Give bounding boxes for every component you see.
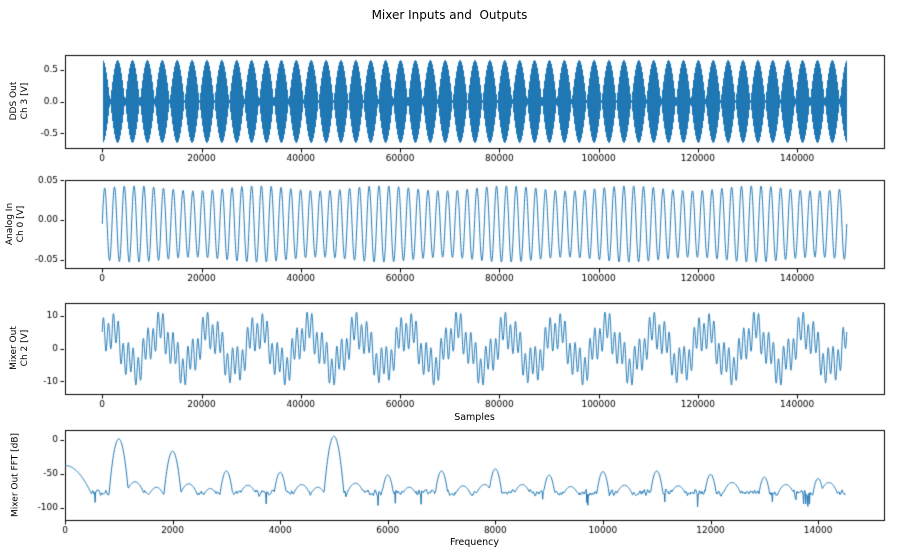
ylabel-line: DDS Out bbox=[9, 81, 19, 121]
xlabel-samples: Samples bbox=[454, 412, 495, 423]
ylabel-mixer-out: Mixer Out Ch 2 [V] bbox=[9, 326, 31, 370]
ylabel-dds-out: DDS Out Ch 3 [V] bbox=[9, 82, 31, 121]
ylabel-analog-in: Analog In Ch 0 [V] bbox=[5, 203, 27, 245]
ylabel-line: Ch 0 [V] bbox=[16, 205, 26, 243]
ylabel-mixer-out-fft: Mixer Out FFT [dB] bbox=[11, 433, 22, 517]
ylabel-line: Mixer Out bbox=[9, 326, 19, 370]
xlabel-frequency: Frequency bbox=[449, 537, 500, 548]
ylabel-line: Analog In bbox=[5, 202, 15, 246]
ylabel-line: Ch 3 [V] bbox=[20, 82, 30, 120]
ylabel-line: Ch 2 [V] bbox=[20, 329, 30, 367]
ylabel-line: Mixer Out FFT [dB] bbox=[10, 432, 21, 518]
